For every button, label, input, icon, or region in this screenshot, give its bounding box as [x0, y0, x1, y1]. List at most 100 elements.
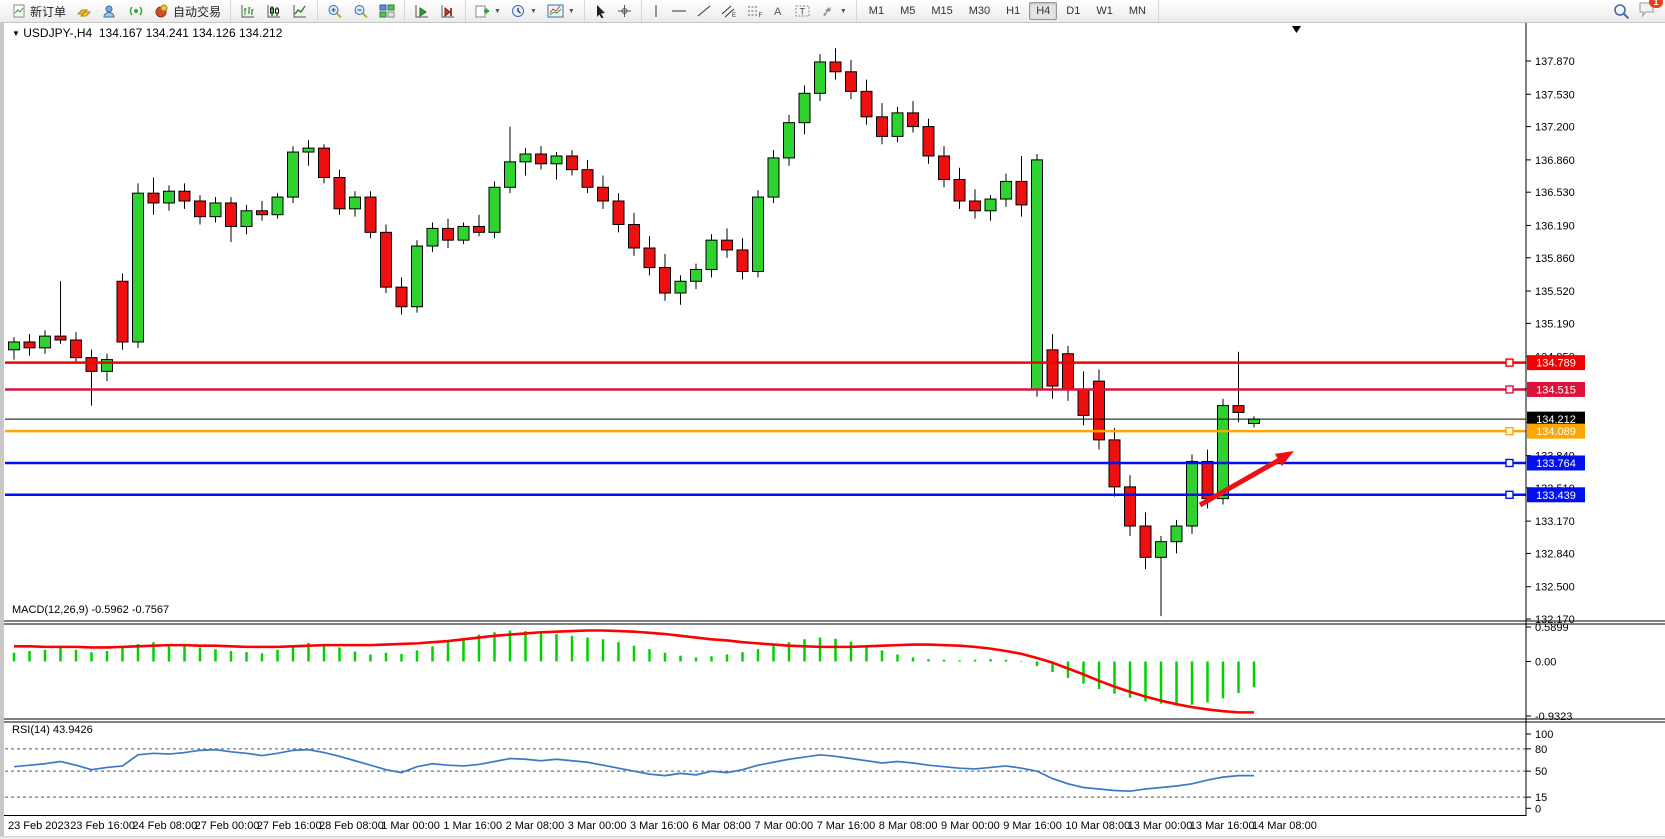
rsi-tick-label: 80: [1535, 744, 1547, 756]
candle-bullish: [1000, 180, 1012, 200]
price-line-label-bg: [1527, 455, 1585, 471]
profile-icon: [103, 5, 115, 18]
price-line-label-bg: [1527, 355, 1585, 371]
chart-forward-button[interactable]: [410, 2, 434, 21]
candle-bearish: [70, 339, 82, 359]
arrows-dropdown[interactable]: ▼: [816, 2, 851, 20]
channel-tool[interactable]: E: [717, 2, 741, 20]
trend-arrow-head[interactable]: [1274, 451, 1294, 467]
hline-handle[interactable]: [1505, 490, 1514, 499]
price-line-label-bg: [1527, 381, 1585, 397]
time-axis-label: 14 Mar 08:00: [1252, 820, 1317, 832]
candle-bearish: [256, 210, 268, 216]
time-axis-label: 6 Mar 08:00: [692, 820, 751, 832]
line-chart-button[interactable]: [288, 2, 312, 21]
trendline-tool[interactable]: [693, 2, 715, 20]
new-order-icon: [13, 4, 25, 18]
candle-bearish: [969, 200, 981, 212]
candle-bullish: [814, 61, 826, 94]
price-tick-label: 137.530: [1535, 89, 1575, 101]
notification-badge: 1: [1649, 0, 1663, 8]
auto-trading-button[interactable]: 自动交易: [150, 1, 225, 22]
candlestick-chart-button[interactable]: [262, 2, 286, 21]
chart-shift-marker[interactable]: [1292, 26, 1301, 33]
timeframe-button-m15[interactable]: M15: [931, 5, 953, 17]
text-label-tool[interactable]: T: [791, 2, 814, 20]
text-tool[interactable]: A: [769, 2, 789, 20]
timeframe-button-d1[interactable]: D1: [1066, 5, 1081, 17]
time-axis-label: 13 Mar 16:00: [1189, 820, 1255, 832]
price-line-label: 134.515: [1536, 384, 1576, 396]
accounts-button[interactable]: [98, 2, 122, 20]
timeframe-button-w1[interactable]: W1: [1096, 5, 1113, 17]
time-axis-label: 7 Mar 00:00: [754, 820, 814, 832]
candle-bullish: [767, 157, 780, 198]
svg-text:T: T: [799, 7, 805, 17]
chart-dropdown-icon[interactable]: ▼: [12, 29, 20, 38]
hline-handle[interactable]: [1505, 385, 1514, 394]
price-tick-label: 132.840: [1535, 548, 1575, 560]
timeframe-button-h1[interactable]: H1: [1006, 5, 1021, 17]
auto-trading-label: 自动交易: [173, 4, 222, 19]
time-axis-label: 7 Mar 16:00: [816, 820, 876, 832]
new-chart-dropdown[interactable]: ▼: [471, 2, 505, 20]
periods-dropdown[interactable]: ▼: [507, 2, 541, 20]
candle-bullish: [1248, 418, 1260, 425]
timeframe-button-mn[interactable]: MN: [1128, 5, 1146, 17]
timeframe-button-m5[interactable]: M5: [900, 5, 916, 17]
candlestick-icon: [267, 4, 281, 17]
templates-dropdown[interactable]: ▼: [543, 2, 579, 20]
hline-handle[interactable]: [1505, 358, 1514, 367]
candle-bearish: [876, 116, 888, 137]
candle-bearish: [442, 227, 454, 241]
crosshair-button[interactable]: [613, 2, 636, 20]
toolbar-group-trade: 新订单 自动交易: [3, 0, 232, 22]
price-line-label-bg: [1527, 411, 1585, 427]
chart-step-icon: [441, 4, 455, 17]
time-axis-label: 1 Mar 16:00: [443, 820, 503, 832]
time-axis-label: 13 Mar 00:00: [1127, 820, 1193, 832]
candle-bearish: [953, 178, 966, 202]
fibonacci-tool[interactable]: F: [743, 2, 767, 20]
zoom-in-button[interactable]: [323, 2, 347, 21]
chart-window[interactable]: ▼ USDJPY-,H4 134.167 134.241 134.126 134…: [0, 23, 1665, 836]
rsi-line: [13, 748, 1254, 793]
candle-bearish: [225, 202, 237, 227]
timeframe-button-m30[interactable]: M30: [968, 5, 991, 17]
timeframe-button-h4[interactable]: H4: [1029, 2, 1058, 20]
price-tick-label: 132.500: [1535, 582, 1575, 594]
candle-bullish: [101, 359, 113, 372]
chart-end-button[interactable]: [436, 2, 460, 21]
vertical-line-icon: [655, 5, 657, 17]
price-tick-label: 137.870: [1535, 56, 1575, 68]
candle-bullish: [39, 335, 51, 349]
hline-handle[interactable]: [1505, 458, 1514, 468]
search-icon[interactable]: [1613, 3, 1630, 19]
candle-bearish: [860, 90, 873, 118]
tile-windows-button[interactable]: [375, 2, 399, 20]
chart-canvas[interactable]: 137.870 137.530 137.200 136.860 136.530 136.1…: [4, 23, 1665, 817]
horizontal-line-tool[interactable]: [667, 2, 691, 20]
signals-button[interactable]: [124, 2, 148, 20]
new-order-label: 新订单: [30, 4, 67, 19]
price-line-label: 133.764: [1536, 458, 1576, 470]
candle-bearish: [1046, 349, 1059, 387]
candle-bearish: [659, 267, 671, 294]
trend-arrow-shaft[interactable]: [1198, 456, 1283, 508]
market-watch-button[interactable]: [72, 2, 96, 20]
candle-bearish: [194, 200, 206, 218]
caret-down-icon: ▼: [839, 7, 847, 15]
candle-bullish: [891, 112, 904, 137]
bar-chart-button[interactable]: [236, 2, 260, 21]
new-order-button[interactable]: 新订单: [8, 1, 70, 22]
hline-handle[interactable]: [1505, 426, 1514, 436]
toolbar-group-zoom: [318, 0, 406, 22]
timeframe-button-m1[interactable]: M1: [868, 5, 885, 17]
vertical-line-tool[interactable]: [647, 2, 665, 20]
macd-indicator-label: MACD(12,26,9) -0.5962 -0.7567: [12, 604, 170, 616]
chat-button[interactable]: 1: [1638, 0, 1663, 22]
candle-bearish: [178, 190, 191, 202]
zoom-out-button[interactable]: [349, 2, 373, 21]
time-axis-label: 8 Mar 08:00: [878, 820, 938, 832]
cursor-button[interactable]: [590, 2, 611, 20]
